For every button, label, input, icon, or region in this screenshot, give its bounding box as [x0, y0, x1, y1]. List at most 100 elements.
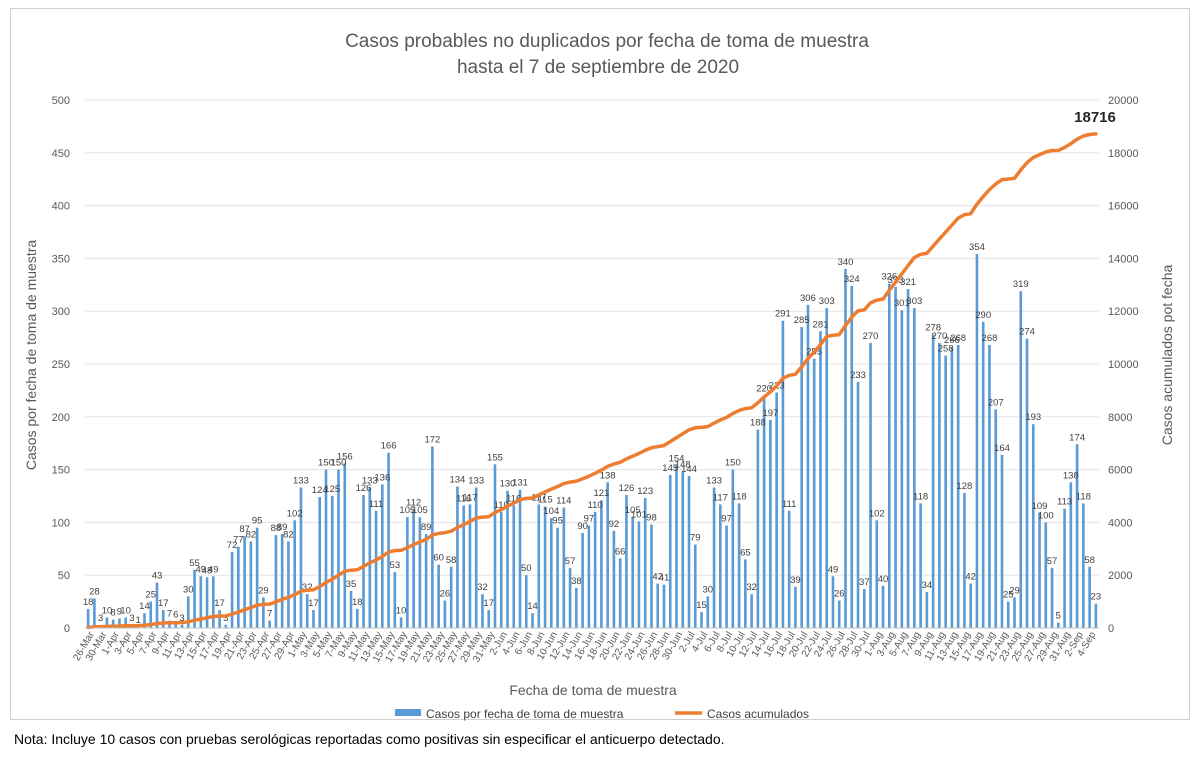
bar-data-label: 89	[421, 522, 432, 533]
bar	[606, 482, 609, 628]
bar-data-label: 53	[390, 560, 401, 571]
bar-data-label: 42	[652, 572, 663, 583]
bar	[387, 452, 390, 628]
y2-tick-label: 16000	[1108, 201, 1139, 213]
x-axis-title: Fecha de toma de muestra	[509, 682, 677, 698]
bar	[919, 503, 922, 628]
bar	[888, 283, 891, 628]
bar-data-label: 79	[690, 533, 701, 544]
bar-data-label: 66	[615, 546, 626, 557]
bar	[268, 620, 271, 628]
bar	[1082, 503, 1085, 628]
bar	[274, 535, 278, 628]
y-tick-label: 150	[52, 465, 70, 477]
bar	[1088, 566, 1091, 628]
bar-data-label: 136	[374, 472, 390, 483]
bar	[230, 551, 234, 628]
bar-data-label: 133	[706, 476, 722, 487]
bar	[324, 469, 328, 628]
bar	[668, 474, 672, 628]
bar	[706, 596, 710, 628]
y2-axis-title: Casos acumulados pot fecha	[1159, 265, 1175, 446]
bar	[443, 600, 447, 628]
bar	[656, 583, 660, 628]
bar	[900, 310, 904, 628]
bar-data-label: 121	[593, 488, 609, 499]
bar-data-label: 49	[196, 564, 207, 575]
bar	[312, 610, 315, 628]
bar-data-label: 285	[794, 315, 810, 326]
bar-data-label: 116	[506, 494, 521, 505]
bar	[650, 524, 653, 628]
bar-data-label: 105	[399, 505, 415, 516]
bar	[600, 500, 603, 628]
bar	[906, 289, 910, 628]
bar-data-label: 110	[494, 500, 509, 511]
bar	[806, 304, 810, 628]
bar-data-label: 174	[1069, 432, 1085, 443]
bar	[975, 254, 979, 628]
bar	[543, 506, 547, 628]
bar-data-label: 25	[145, 590, 156, 601]
bar-data-label: 26	[440, 589, 451, 600]
bar-data-label: 32	[477, 582, 488, 593]
bar-data-label: 154	[669, 453, 685, 464]
bar-data-label: 5	[1056, 611, 1061, 622]
bar-data-label: 88	[271, 523, 282, 534]
y2-tick-label: 12000	[1108, 306, 1139, 318]
bar	[431, 446, 434, 628]
bar	[963, 492, 966, 628]
bar	[518, 489, 522, 628]
y2-tick-label: 4000	[1108, 517, 1132, 529]
bar-data-label: 7	[167, 609, 172, 620]
bar-data-label: 166	[381, 441, 397, 452]
y2-tick-label: 18000	[1108, 148, 1139, 160]
bar-data-label: 301	[894, 298, 910, 309]
bar	[812, 358, 816, 628]
bar	[837, 600, 841, 628]
bar-data-label: 126	[618, 483, 634, 494]
bar	[287, 541, 290, 628]
bar-data-label: 220	[756, 384, 772, 395]
bar-data-label: 10	[102, 605, 113, 616]
bar	[249, 541, 253, 628]
bar	[762, 395, 766, 628]
bar	[981, 321, 985, 628]
bar-data-label: 303	[906, 296, 922, 307]
y2-tick-label: 2000	[1108, 570, 1132, 582]
bar	[775, 392, 778, 628]
bar-data-label: 188	[750, 417, 766, 428]
bar	[794, 586, 797, 628]
bar	[456, 486, 459, 628]
y-tick-label: 200	[52, 412, 70, 424]
bar-data-label: 326	[881, 272, 897, 283]
bar	[343, 463, 347, 628]
bar	[675, 465, 678, 628]
bar	[218, 610, 221, 628]
bar-data-label: 6	[173, 610, 178, 621]
bar-data-label: 150	[331, 458, 347, 469]
bar	[1075, 444, 1079, 628]
bar-data-label: 321	[900, 277, 916, 288]
bar	[293, 520, 296, 628]
bar	[556, 527, 559, 628]
bar-data-label: 10	[120, 605, 131, 616]
bar	[931, 334, 935, 628]
bar	[593, 511, 597, 628]
bar-data-label: 117	[531, 492, 546, 503]
bar	[362, 494, 365, 628]
bar-data-label: 49	[208, 564, 219, 575]
bar	[869, 342, 872, 628]
bar	[437, 564, 440, 628]
bar	[819, 331, 822, 628]
bar	[925, 592, 929, 628]
y2-tick-label: 10000	[1108, 359, 1139, 371]
bar-data-label: 281	[813, 319, 829, 330]
bar-data-label: 65	[740, 547, 751, 558]
bar	[562, 507, 566, 628]
bar-data-label: 3	[223, 613, 228, 624]
bar-data-label: 131	[512, 478, 528, 489]
bar	[399, 617, 403, 628]
bar	[124, 617, 127, 628]
bar	[406, 517, 409, 628]
